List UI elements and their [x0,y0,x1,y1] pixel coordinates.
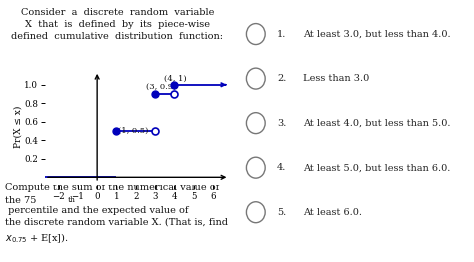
Text: percentile and the expected value of
the discrete random variable X. (That is, f: percentile and the expected value of the… [5,206,228,245]
Text: At least 3.0, but less than 4.0.: At least 3.0, but less than 4.0. [303,30,450,39]
Text: 4.: 4. [277,163,286,172]
Text: 5.: 5. [277,208,286,217]
Y-axis label: Pr(X ≤ x): Pr(X ≤ x) [14,105,23,148]
Text: Compute the sum of the numerical value of
the 75: Compute the sum of the numerical value o… [5,183,219,205]
Text: 3.: 3. [277,119,286,128]
Text: At least 4.0, but less than 5.0.: At least 4.0, but less than 5.0. [303,119,450,128]
Text: th: th [68,196,76,204]
Text: Less than 3.0: Less than 3.0 [303,74,369,83]
Text: 1.: 1. [277,30,286,39]
Text: 2.: 2. [277,74,286,83]
Text: (3, 0.9): (3, 0.9) [146,83,177,91]
Text: At least 6.0.: At least 6.0. [303,208,362,217]
Text: Consider  a  discrete  random  variable
X  that  is  defined  by  its  piece-wis: Consider a discrete random variable X th… [11,8,223,41]
Text: At least 5.0, but less than 6.0.: At least 5.0, but less than 6.0. [303,163,450,172]
Text: (4, 1): (4, 1) [164,75,186,83]
Text: (1, 0.5): (1, 0.5) [118,127,149,135]
